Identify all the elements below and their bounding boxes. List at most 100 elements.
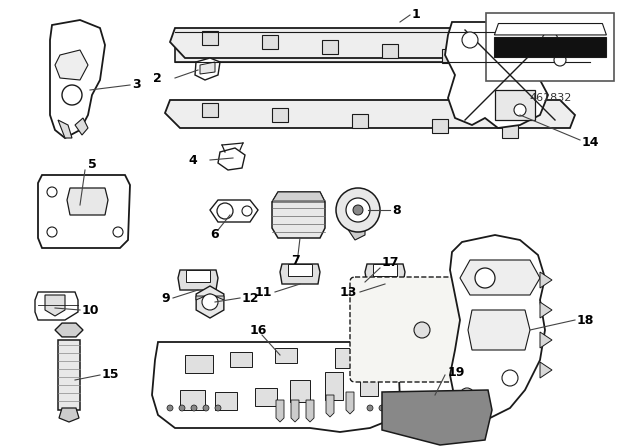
Polygon shape	[432, 119, 448, 134]
Polygon shape	[494, 37, 607, 57]
Polygon shape	[291, 400, 299, 422]
Polygon shape	[352, 114, 368, 128]
Polygon shape	[288, 264, 312, 276]
Polygon shape	[494, 23, 607, 35]
Text: 13: 13	[340, 285, 357, 298]
Bar	[486, 13, 614, 81]
Polygon shape	[275, 348, 297, 363]
Polygon shape	[45, 295, 65, 316]
Circle shape	[217, 203, 233, 219]
Text: 5: 5	[88, 159, 97, 172]
Polygon shape	[382, 390, 492, 445]
Polygon shape	[373, 264, 397, 276]
Polygon shape	[468, 310, 530, 350]
Polygon shape	[152, 342, 400, 432]
Polygon shape	[346, 392, 354, 414]
Text: 19: 19	[448, 366, 465, 379]
Polygon shape	[200, 62, 215, 74]
Polygon shape	[322, 40, 338, 54]
Circle shape	[202, 294, 218, 310]
Bar	[495, 90, 535, 120]
Circle shape	[353, 205, 363, 215]
Polygon shape	[540, 272, 552, 288]
Polygon shape	[255, 388, 277, 406]
Circle shape	[215, 405, 221, 411]
Polygon shape	[165, 100, 575, 128]
Bar	[58, 340, 80, 410]
Circle shape	[514, 104, 526, 116]
Circle shape	[475, 268, 495, 288]
Polygon shape	[326, 395, 334, 417]
Circle shape	[47, 187, 57, 197]
Circle shape	[462, 32, 478, 48]
Polygon shape	[276, 400, 284, 422]
Polygon shape	[280, 264, 320, 284]
Polygon shape	[325, 372, 343, 400]
Polygon shape	[50, 20, 105, 138]
Text: 3: 3	[132, 78, 141, 91]
Polygon shape	[180, 390, 205, 410]
Polygon shape	[185, 355, 213, 373]
Polygon shape	[196, 286, 224, 318]
Polygon shape	[75, 118, 88, 135]
Circle shape	[191, 405, 197, 411]
Polygon shape	[540, 332, 552, 348]
Polygon shape	[335, 348, 370, 368]
Text: 6: 6	[211, 228, 220, 241]
Polygon shape	[55, 50, 88, 80]
Polygon shape	[218, 148, 245, 170]
Polygon shape	[196, 294, 224, 300]
Polygon shape	[186, 270, 210, 282]
Text: 1: 1	[412, 9, 420, 22]
Polygon shape	[272, 192, 325, 202]
Polygon shape	[502, 53, 518, 68]
Polygon shape	[67, 188, 108, 215]
Polygon shape	[368, 350, 390, 368]
Polygon shape	[365, 264, 405, 284]
Text: 7: 7	[291, 254, 300, 267]
Text: 16: 16	[250, 323, 267, 336]
Circle shape	[62, 85, 82, 105]
Text: 18: 18	[577, 314, 595, 327]
Text: 17: 17	[382, 257, 399, 270]
Polygon shape	[345, 225, 365, 240]
Polygon shape	[450, 235, 545, 418]
Text: 15: 15	[102, 369, 120, 382]
Text: 12: 12	[242, 292, 259, 305]
Circle shape	[554, 54, 566, 66]
Polygon shape	[382, 44, 398, 58]
Polygon shape	[55, 323, 83, 337]
Polygon shape	[272, 192, 325, 238]
Circle shape	[379, 405, 385, 411]
Circle shape	[167, 405, 173, 411]
Polygon shape	[59, 408, 79, 422]
Polygon shape	[202, 103, 218, 117]
Circle shape	[367, 405, 373, 411]
Text: 2: 2	[153, 72, 162, 85]
Circle shape	[242, 206, 252, 216]
Polygon shape	[272, 108, 288, 122]
Circle shape	[346, 198, 370, 222]
Polygon shape	[202, 30, 218, 45]
Circle shape	[203, 405, 209, 411]
Polygon shape	[38, 175, 130, 248]
Polygon shape	[445, 22, 578, 128]
Circle shape	[414, 322, 430, 338]
Polygon shape	[540, 302, 552, 318]
Circle shape	[113, 227, 123, 237]
Polygon shape	[170, 28, 575, 58]
Text: 4: 4	[188, 154, 197, 167]
Polygon shape	[210, 200, 258, 222]
Polygon shape	[262, 35, 278, 49]
Text: 8: 8	[392, 203, 401, 216]
Polygon shape	[540, 362, 552, 378]
Polygon shape	[58, 120, 72, 138]
Polygon shape	[178, 270, 218, 290]
Text: 11: 11	[255, 285, 272, 298]
FancyBboxPatch shape	[350, 277, 495, 382]
Text: 14: 14	[582, 135, 600, 148]
Text: 9: 9	[161, 292, 170, 305]
Circle shape	[502, 370, 518, 386]
Polygon shape	[175, 32, 590, 62]
Polygon shape	[502, 125, 518, 138]
